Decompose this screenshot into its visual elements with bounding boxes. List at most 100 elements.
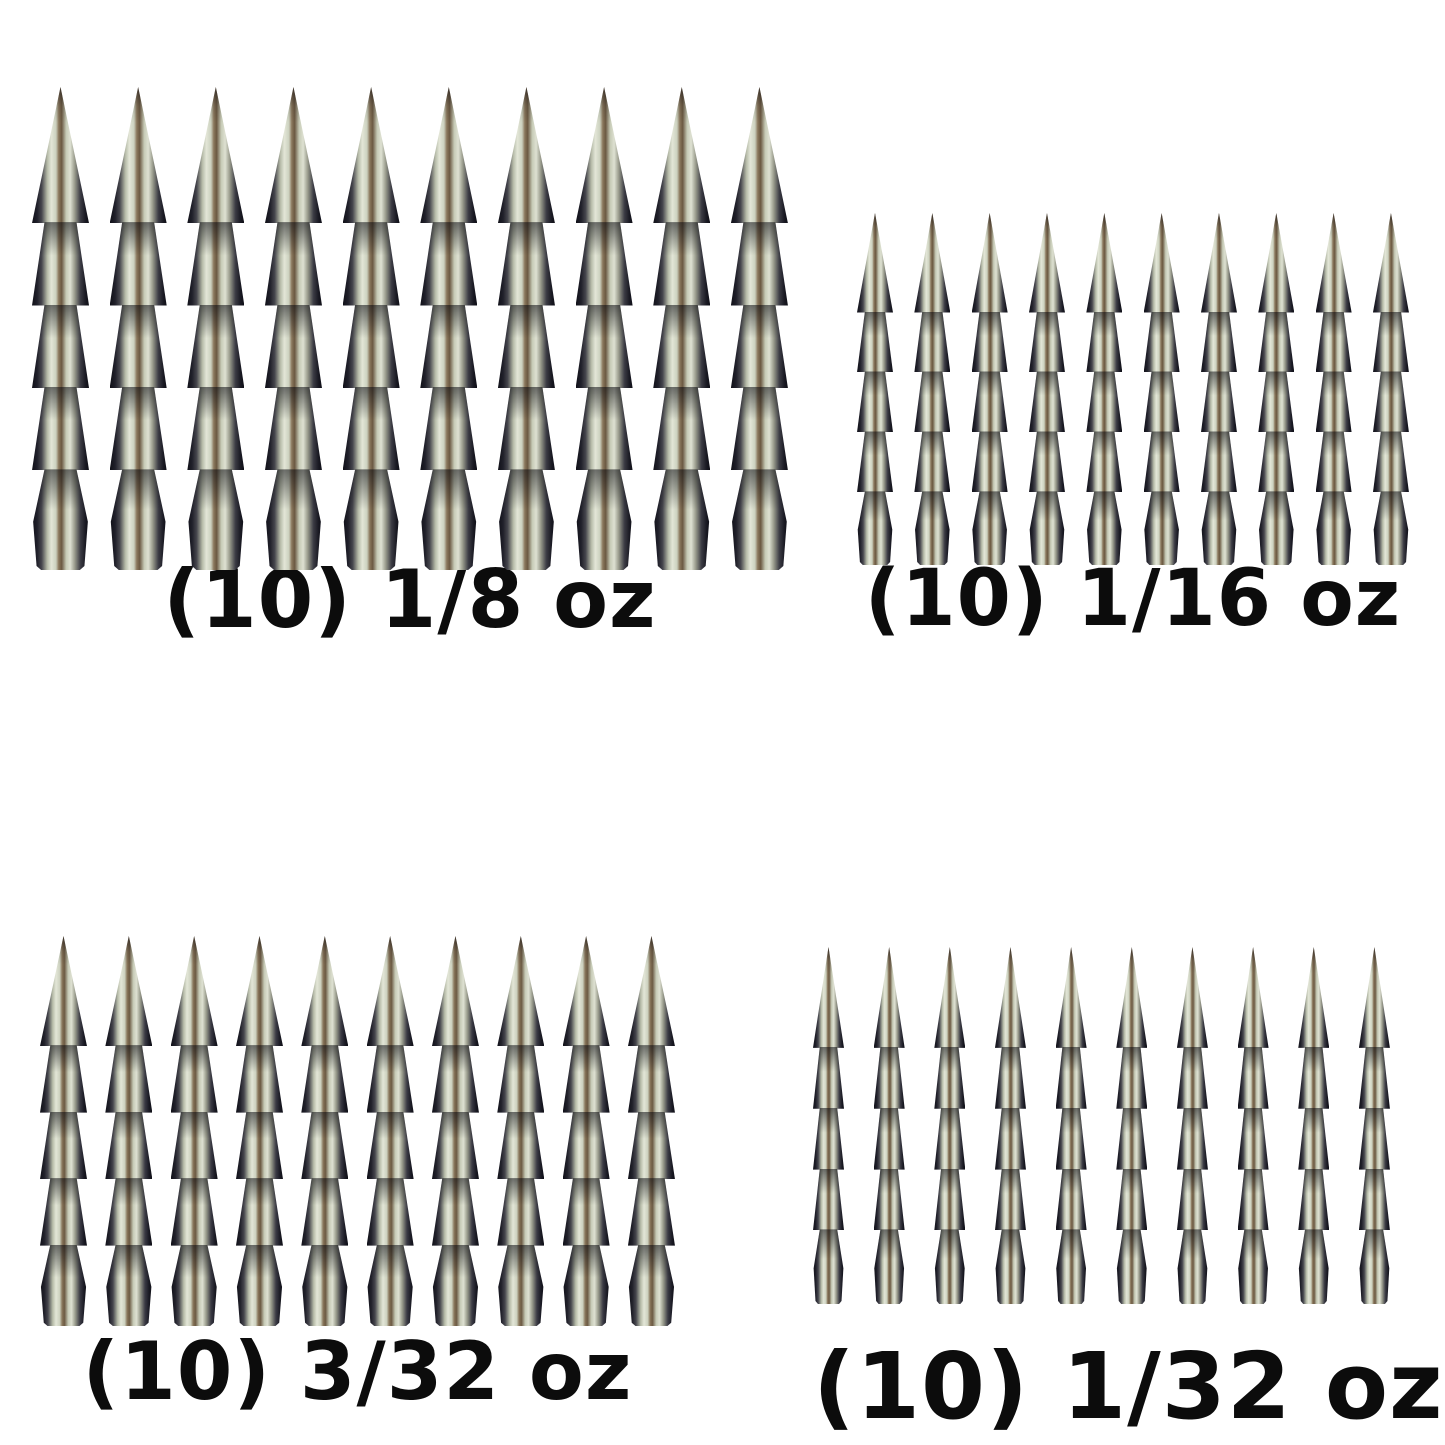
sinker-barb-segment	[32, 386, 89, 471]
sinker-base-segment	[813, 1229, 844, 1305]
sinker-base-segment	[857, 491, 893, 565]
sinker-barb-segment	[40, 1178, 87, 1246]
sinker-tip-cone	[1298, 947, 1330, 1048]
sinker-barb-segment	[420, 222, 478, 306]
nail-weight-sinker	[1055, 947, 1087, 1305]
sinker-barb-segment	[497, 1111, 545, 1180]
sinker-tip-cone	[971, 213, 1008, 313]
sinker-barb-segment	[109, 386, 167, 471]
sinker-barb-segment	[1200, 371, 1237, 433]
nail-weight-sinker	[497, 87, 555, 571]
sinker-tip-cone	[873, 947, 905, 1048]
sinker-base-segment	[106, 1244, 152, 1327]
sinker-barb-segment	[1315, 431, 1352, 493]
nail-weight-sinker	[420, 87, 478, 571]
sinker-tip-cone	[170, 936, 218, 1047]
group-label: (10) 1/8 oz	[163, 553, 657, 646]
sinker-barb-segment	[264, 386, 322, 471]
sinker-barb-segment	[235, 1111, 283, 1180]
sinker-base-segment	[367, 1244, 413, 1327]
nail-weight-sinker	[109, 87, 167, 571]
sinker-barb-segment	[366, 1111, 414, 1180]
sinker-barb-segment	[170, 1111, 218, 1180]
sinker-tip-cone	[109, 87, 167, 224]
sinker-barb-segment	[994, 1107, 1026, 1170]
sinker-base-segment	[995, 1229, 1026, 1305]
sinker-barb-segment	[1237, 1107, 1269, 1170]
sinker-barb-segment	[497, 1045, 545, 1113]
nail-weight-sinker	[653, 87, 711, 571]
sinker-tip-cone	[1258, 213, 1295, 313]
sinker-barb-segment	[1028, 371, 1065, 433]
sinker-base-segment	[628, 1244, 675, 1327]
nail-weight-sinker	[971, 213, 1008, 565]
sinker-barb-segment	[562, 1111, 610, 1180]
sinker-barb-segment	[264, 222, 322, 306]
group-label: (10) 3/32 oz	[82, 1325, 633, 1418]
sinker-barb-segment	[813, 1168, 844, 1231]
sinker-tip-cone	[301, 936, 349, 1047]
sinker-tip-cone	[1086, 213, 1123, 313]
sinker-base-segment	[1177, 1229, 1208, 1305]
sinker-base-segment	[498, 1244, 544, 1327]
sinker-barb-segment	[420, 386, 478, 471]
sinker-tip-cone	[914, 213, 951, 313]
sinker-barb-segment	[1055, 1107, 1087, 1170]
sinker-barb-segment	[1315, 371, 1352, 433]
nail-weight-sinker	[366, 936, 414, 1327]
sinker-barb-segment	[627, 1045, 675, 1113]
sinker-tip-cone	[1372, 213, 1409, 313]
sinker-barb-segment	[971, 371, 1008, 433]
sinker-barb-segment	[971, 311, 1008, 373]
sinker-barb-segment	[575, 386, 633, 471]
sinker-barb-segment	[342, 386, 400, 471]
sinker-barb-segment	[1237, 1168, 1269, 1231]
sinker-barb-segment	[1258, 431, 1295, 493]
sinker-barb-segment	[934, 1168, 966, 1231]
nail-weight-sinker	[187, 87, 245, 571]
sinker-base-segment	[654, 469, 710, 571]
sinker-tip-cone	[1315, 213, 1352, 313]
sinker-barb-segment	[1055, 1046, 1087, 1109]
sinker-base-segment	[110, 469, 166, 571]
sinker-base-segment	[1056, 1229, 1087, 1305]
sinker-barb-segment	[420, 304, 478, 388]
sinker-barb-segment	[1358, 1168, 1390, 1231]
sinker-base-segment	[732, 469, 787, 571]
sinker-base-segment	[972, 491, 1007, 565]
sinker-tip-cone	[497, 936, 545, 1047]
sinker-base-segment	[343, 469, 399, 571]
sinker-tip-cone	[575, 87, 633, 224]
sinker-tip-cone	[366, 936, 414, 1047]
sinker-barb-segment	[497, 222, 555, 306]
nail-weight-sinker	[1237, 947, 1269, 1305]
sinker-barb-segment	[1143, 431, 1180, 493]
sinker-barb-segment	[301, 1178, 349, 1246]
sinker-barb-segment	[813, 1046, 844, 1109]
sinker-barb-segment	[873, 1046, 905, 1109]
sinker-barb-segment	[301, 1111, 349, 1180]
sinker-tip-cone	[934, 947, 966, 1048]
sinker-barb-segment	[914, 371, 951, 433]
nail-weight-sinker	[627, 936, 675, 1327]
sinker-tip-cone	[730, 87, 788, 224]
sinker-row	[32, 87, 788, 571]
sinker-base-segment	[266, 469, 321, 571]
sinker-barb-segment	[813, 1107, 844, 1170]
nail-weight-sinker	[994, 947, 1026, 1305]
sinker-barb-segment	[730, 386, 788, 471]
nail-weight-sinker	[40, 936, 87, 1327]
sinker-base-segment	[1259, 491, 1294, 565]
sinker-row	[857, 213, 1409, 565]
group-label: (10) 1/16 oz	[864, 554, 1402, 644]
sinker-base-segment	[421, 469, 477, 571]
sinker-barb-segment	[934, 1046, 966, 1109]
sinker-barb-segment	[1358, 1107, 1390, 1170]
sinker-barb-segment	[873, 1168, 905, 1231]
sinker-barb-segment	[873, 1107, 905, 1170]
nail-weight-sinker	[105, 936, 153, 1327]
sinker-tip-cone	[342, 87, 400, 224]
sinker-tip-cone	[32, 87, 89, 224]
sinker-tip-cone	[1116, 947, 1148, 1048]
